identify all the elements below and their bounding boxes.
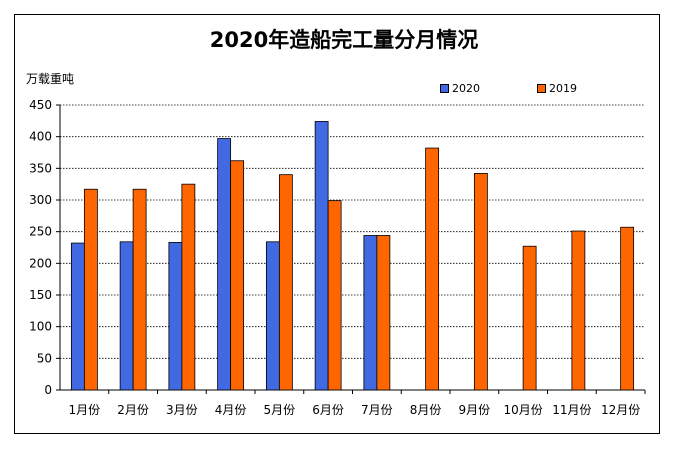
bar-2019-3 bbox=[181, 183, 196, 391]
x-tick-label: 3月份 bbox=[166, 403, 198, 417]
legend-label-2019: 2019 bbox=[549, 82, 577, 95]
y-tick-label: 100 bbox=[29, 320, 52, 334]
y-axis-unit-label: 万载重吨 bbox=[26, 72, 75, 86]
legend-label-2020: 2020 bbox=[452, 82, 480, 95]
bar-2020-3 bbox=[168, 242, 183, 391]
y-tick-label: 350 bbox=[29, 161, 52, 175]
bar-2019-6 bbox=[327, 200, 342, 391]
bar-2019-10 bbox=[522, 245, 537, 391]
y-tick-label: 50 bbox=[37, 351, 52, 365]
y-tick-label: 450 bbox=[29, 98, 52, 112]
legend-item-2019: 2019 bbox=[537, 82, 577, 95]
y-tick-label: 300 bbox=[29, 193, 52, 207]
bar-2020-1 bbox=[70, 242, 85, 391]
bar-2020-6 bbox=[314, 121, 329, 391]
y-tick-label: 150 bbox=[29, 288, 52, 302]
x-tick-label: 12月份 bbox=[601, 403, 640, 417]
x-tick-label: 7月份 bbox=[361, 403, 393, 417]
bar-2019-2 bbox=[132, 188, 147, 391]
y-tick-label: 0 bbox=[44, 383, 52, 397]
x-tick-label: 4月份 bbox=[215, 403, 247, 417]
x-tick-label: 8月份 bbox=[410, 403, 442, 417]
x-tick-label: 11月份 bbox=[552, 403, 591, 417]
bar-2020-2 bbox=[119, 241, 134, 391]
bar-2019-12 bbox=[620, 226, 635, 391]
x-tick-label: 5月份 bbox=[264, 403, 296, 417]
bar-2019-7 bbox=[376, 235, 391, 391]
x-tick-label: 2月份 bbox=[117, 403, 149, 417]
x-tick-label: 1月份 bbox=[69, 403, 101, 417]
bar-2020-4 bbox=[217, 138, 232, 391]
y-tick-label: 200 bbox=[29, 256, 52, 270]
bar-2019-8 bbox=[425, 147, 440, 391]
x-tick-label: 9月份 bbox=[459, 403, 491, 417]
x-tick-label: 6月份 bbox=[312, 403, 344, 417]
y-tick-label: 250 bbox=[29, 225, 52, 239]
bar-2020-5 bbox=[265, 241, 280, 391]
legend-swatch-2020 bbox=[440, 84, 449, 93]
legend-swatch-2019 bbox=[537, 84, 546, 93]
chart-title: 2020年造船完工量分月情况 bbox=[209, 28, 479, 52]
bar-2020-7 bbox=[363, 235, 378, 391]
bar-2019-5 bbox=[278, 174, 293, 391]
bar-2019-11 bbox=[571, 230, 586, 391]
x-tick-label: 10月份 bbox=[503, 403, 542, 417]
y-tick-label: 400 bbox=[29, 130, 52, 144]
bar-2019-4 bbox=[230, 160, 245, 391]
bar-2019-9 bbox=[473, 172, 488, 391]
legend-item-2020: 2020 bbox=[440, 82, 480, 95]
bar-2019-1 bbox=[83, 188, 98, 391]
